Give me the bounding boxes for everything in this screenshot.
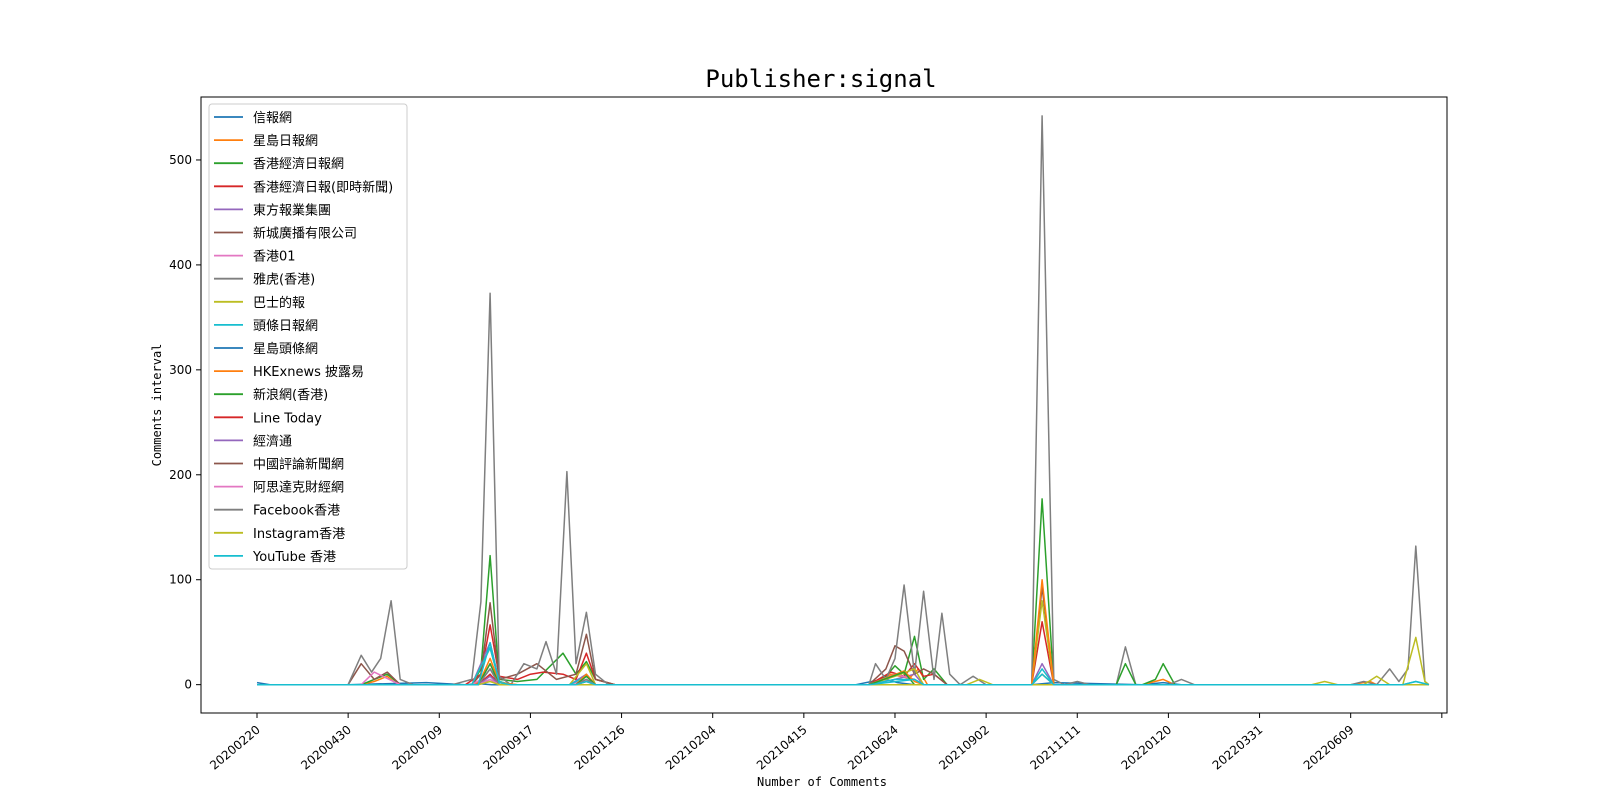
legend-entry: 星島日報網 xyxy=(253,134,318,149)
y-tick-label: 0 xyxy=(184,678,192,692)
legend-entry: 香港經濟日報(即時新聞) xyxy=(253,179,393,195)
legend-entry: 頭條日報網 xyxy=(253,319,318,334)
legend-entry: 中國評論新聞網 xyxy=(253,457,344,473)
x-tick-label: 20210902 xyxy=(936,723,992,773)
y-tick-label: 500 xyxy=(169,153,192,167)
legend-entry: YouTube 香港 xyxy=(252,550,336,565)
x-tick-label: 20200917 xyxy=(481,723,537,773)
y-tick-label: 400 xyxy=(169,258,192,272)
legend-entry: Instagram香港 xyxy=(253,527,345,542)
x-tick-label: 20210204 xyxy=(663,723,719,773)
y-axis-label: Comments interval xyxy=(150,344,164,467)
series-line-9 xyxy=(257,599,1430,686)
legend-entry: 香港01 xyxy=(253,250,296,265)
legend-entry: 經濟通 xyxy=(253,433,292,449)
series-line-12 xyxy=(257,578,1429,686)
x-tick-label: 20220331 xyxy=(1210,723,1266,773)
x-tick-label: 20201126 xyxy=(572,723,628,773)
series-line-6 xyxy=(257,586,1429,686)
legend-entry: 阿思達克財經網 xyxy=(253,481,344,496)
legend-entry: 巴士的報 xyxy=(253,295,305,311)
legend-entry: 信報網 xyxy=(253,111,292,126)
y-tick-label: 300 xyxy=(169,363,192,377)
series-line-16 xyxy=(257,678,1429,686)
legend-entry: HKExnews 披露易 xyxy=(253,365,364,380)
legend-entry: Line Today xyxy=(253,411,322,426)
series-line-20 xyxy=(257,641,1429,686)
series-line-17 xyxy=(257,678,1429,686)
legend-entry: Facebook香港 xyxy=(253,504,340,519)
x-tick-label: 20210624 xyxy=(845,723,901,773)
x-tick-label: 20200709 xyxy=(389,723,445,773)
x-tick-label: 20210415 xyxy=(754,723,810,773)
x-axis: 20200220 20200430 20200709 20200917 20201126… xyxy=(207,713,1443,773)
plot-frame xyxy=(200,96,1448,714)
series-line-3 xyxy=(257,498,1429,686)
x-tick-label: 20200220 xyxy=(207,723,263,773)
x-tick-label: 20220120 xyxy=(1119,723,1175,773)
legend-entry: 新浪網(香港) xyxy=(253,387,328,403)
legend-entry: 東方報業集團 xyxy=(253,202,331,218)
legend-entry: 雅虎(香港) xyxy=(253,273,315,288)
legend-entry: 星島頭條網 xyxy=(253,342,318,357)
series-lines xyxy=(256,115,1430,686)
x-tick-label: 20220609 xyxy=(1301,723,1357,773)
x-tick-label: 20211111 xyxy=(1027,723,1083,773)
legend-entry: 香港經濟日報網 xyxy=(253,156,344,172)
chart-title: Publisher:signal xyxy=(705,65,936,93)
series-line-7 xyxy=(257,662,1429,686)
x-tick-label: 20200430 xyxy=(298,723,354,773)
y-tick-label: 200 xyxy=(169,468,192,482)
series-line-10 xyxy=(257,647,1429,686)
series-line-13 xyxy=(257,662,1429,686)
series-line-1 xyxy=(256,678,1429,686)
y-tick-label: 100 xyxy=(169,573,192,587)
legend-entry: 新城廣播有限公司 xyxy=(253,226,357,242)
legend-frame xyxy=(208,103,408,570)
series-line-8 xyxy=(257,115,1430,686)
x-axis-label: Number of Comments xyxy=(757,775,887,789)
series-line-5 xyxy=(257,641,1429,686)
series-line-4 xyxy=(257,620,1429,686)
y-axis: 0 100 200 300 400 500 xyxy=(169,153,201,692)
